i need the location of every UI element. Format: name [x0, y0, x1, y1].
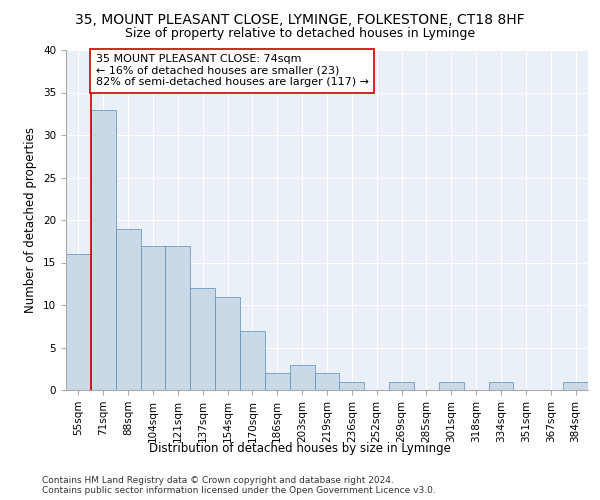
- Bar: [290, 364, 314, 390]
- Bar: [563, 382, 588, 390]
- Text: Size of property relative to detached houses in Lyminge: Size of property relative to detached ho…: [125, 28, 475, 40]
- Text: 35, MOUNT PLEASANT CLOSE, LYMINGE, FOLKESTONE, CT18 8HF: 35, MOUNT PLEASANT CLOSE, LYMINGE, FOLKE…: [75, 12, 525, 26]
- Text: Distribution of detached houses by size in Lyminge: Distribution of detached houses by size …: [149, 442, 451, 455]
- Bar: [140, 246, 166, 390]
- Bar: [340, 382, 364, 390]
- Text: 35 MOUNT PLEASANT CLOSE: 74sqm
← 16% of detached houses are smaller (23)
82% of : 35 MOUNT PLEASANT CLOSE: 74sqm ← 16% of …: [96, 54, 369, 88]
- Bar: [240, 330, 265, 390]
- Bar: [389, 382, 414, 390]
- Bar: [488, 382, 514, 390]
- Bar: [215, 296, 240, 390]
- Bar: [91, 110, 116, 390]
- Y-axis label: Number of detached properties: Number of detached properties: [25, 127, 37, 313]
- Bar: [116, 228, 140, 390]
- Text: Contains HM Land Registry data © Crown copyright and database right 2024.
Contai: Contains HM Land Registry data © Crown c…: [42, 476, 436, 495]
- Bar: [190, 288, 215, 390]
- Bar: [314, 373, 340, 390]
- Bar: [166, 246, 190, 390]
- Bar: [265, 373, 290, 390]
- Bar: [439, 382, 464, 390]
- Bar: [66, 254, 91, 390]
